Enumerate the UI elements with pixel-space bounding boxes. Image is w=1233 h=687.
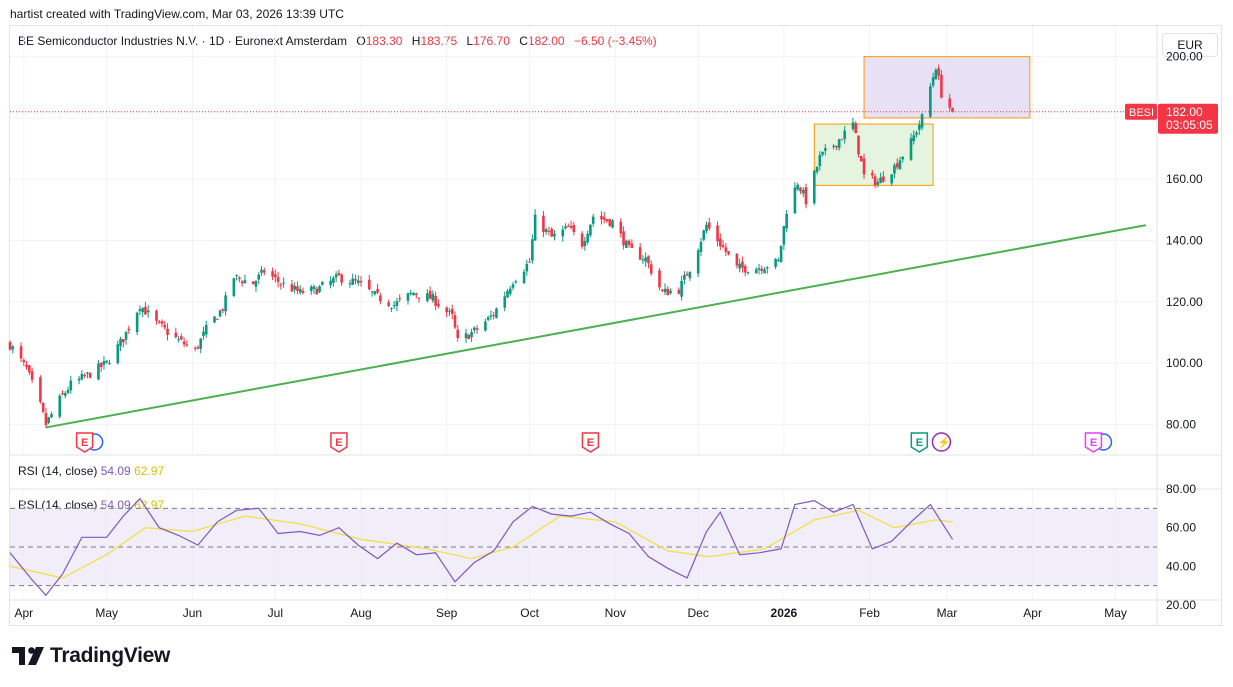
rsi-value: 54.09	[100, 498, 131, 512]
currency-button[interactable]: EUR	[1162, 33, 1218, 57]
rsi-ma-value: 62.97	[134, 498, 165, 512]
symbol-title[interactable]: BE Semiconductor Industries N.V. · 1D · …	[18, 34, 348, 48]
rsi-ma-value: 62.97	[134, 464, 165, 478]
high-value: 183.75	[420, 34, 458, 48]
high-label: H	[411, 34, 421, 48]
low-label: L	[466, 34, 474, 48]
open-label: O	[356, 34, 366, 48]
created-by-header: hartist created with TradingView.com, Ma…	[10, 7, 344, 21]
tradingview-logo-icon	[12, 647, 44, 665]
rsi-title: RSI (14, close)	[18, 464, 98, 478]
rsi-legend-top[interactable]: RSI (14, close) 54.09 62.97	[18, 464, 164, 478]
chart-frame	[9, 25, 1222, 626]
low-value: 176.70	[473, 34, 510, 48]
close-value: 182.00	[527, 34, 565, 48]
brand-name: TradingView	[50, 644, 171, 667]
change-value: −6.50 (−3.45%)	[573, 34, 657, 48]
rsi-value: 54.09	[100, 464, 131, 478]
rsi-title: RSI (14, close)	[18, 498, 98, 512]
close-label: C	[519, 34, 528, 48]
open-value: 183.30	[365, 34, 403, 48]
tradingview-logo[interactable]: TradingView	[12, 644, 170, 668]
rsi-legend[interactable]: RSI (14, close) 54.09 62.97	[18, 498, 164, 512]
symbol-legend: BE Semiconductor Industries N.V. · 1D · …	[18, 34, 657, 48]
